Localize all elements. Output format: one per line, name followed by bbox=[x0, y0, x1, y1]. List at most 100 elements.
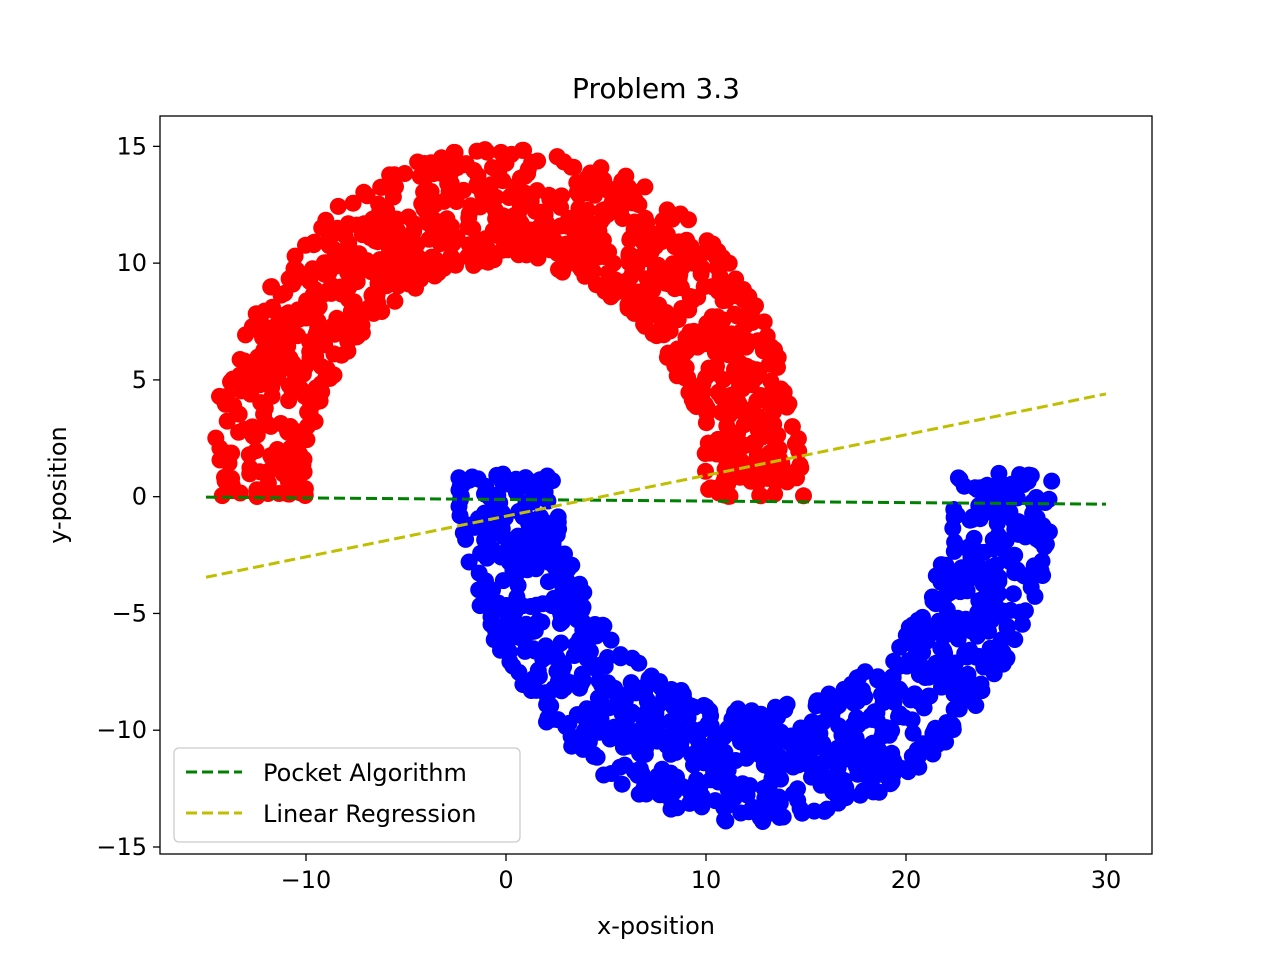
scatter-point bbox=[769, 708, 787, 726]
scatter-point bbox=[753, 428, 771, 446]
scatter-point bbox=[706, 792, 724, 810]
series-line-pocket-algorithm bbox=[205, 495, 1107, 506]
scatter-point bbox=[381, 166, 399, 184]
scatter-point bbox=[433, 149, 450, 167]
scatter-point bbox=[571, 679, 589, 697]
scatter-point bbox=[890, 708, 907, 726]
scatter-point bbox=[944, 519, 962, 537]
scatter-point bbox=[662, 745, 680, 763]
scatter-point bbox=[778, 695, 796, 713]
scatter-point bbox=[292, 380, 310, 398]
scatter-point bbox=[251, 376, 269, 394]
scatter-point bbox=[733, 713, 751, 731]
scatter-point bbox=[606, 718, 623, 736]
scatter-point bbox=[306, 308, 324, 326]
scatter-point bbox=[914, 608, 931, 626]
scatter-point bbox=[987, 586, 1005, 604]
scatter-point bbox=[653, 760, 671, 778]
scatter-point bbox=[958, 582, 976, 600]
scatter-point bbox=[403, 229, 421, 247]
scatter-point bbox=[383, 232, 401, 250]
scatter-point bbox=[476, 141, 494, 159]
scatter-point bbox=[503, 145, 520, 163]
scatter-point bbox=[635, 678, 653, 696]
scatter-point bbox=[663, 795, 681, 813]
scatter-point bbox=[375, 271, 393, 289]
scatter-point bbox=[680, 301, 698, 319]
scatter-point bbox=[741, 361, 759, 379]
scatter-point bbox=[343, 259, 361, 277]
scatter-point bbox=[804, 727, 822, 745]
scatter-point bbox=[230, 405, 248, 423]
scatter-point bbox=[734, 775, 752, 793]
scatter-point bbox=[296, 486, 314, 504]
scatter-point bbox=[683, 746, 701, 764]
scatter-point bbox=[344, 194, 362, 212]
scatter-point bbox=[854, 782, 872, 800]
scatter-point bbox=[652, 229, 670, 247]
scatter-point bbox=[459, 248, 477, 266]
legend-label: Pocket Algorithm bbox=[263, 759, 467, 787]
scatter-point bbox=[863, 710, 881, 728]
scatter-point bbox=[664, 351, 682, 369]
scatter-point bbox=[396, 165, 414, 182]
scatter-point bbox=[529, 242, 547, 260]
scatter-point bbox=[741, 461, 759, 479]
scatter-point bbox=[499, 241, 517, 259]
scatter-point bbox=[285, 422, 303, 440]
scatter-point bbox=[241, 465, 259, 483]
scatter-point bbox=[487, 210, 505, 228]
scatter-point bbox=[490, 594, 507, 612]
scatter-point bbox=[748, 735, 765, 753]
scatter-point bbox=[923, 588, 941, 606]
scatter-point bbox=[969, 481, 987, 499]
scatter-point bbox=[699, 434, 717, 452]
scatter-point bbox=[760, 355, 778, 373]
scatter-point bbox=[399, 208, 417, 226]
points-layer bbox=[207, 141, 1061, 830]
scatter-point bbox=[647, 306, 665, 324]
scatter-point bbox=[617, 167, 635, 185]
scatter-point bbox=[835, 771, 853, 789]
scatter-point bbox=[567, 243, 585, 261]
legend: Pocket Algorithm Linear Regression bbox=[173, 747, 521, 843]
scatter-point bbox=[279, 485, 297, 503]
scatter-point bbox=[634, 233, 652, 251]
scatter-point bbox=[548, 148, 566, 166]
scatter-point bbox=[892, 682, 909, 700]
scatter-point bbox=[635, 780, 653, 797]
scatter-point bbox=[513, 540, 531, 558]
scatter-point bbox=[998, 618, 1016, 636]
y-tick-label: −5 bbox=[112, 599, 147, 627]
scatter-point bbox=[255, 464, 273, 482]
scatter-point bbox=[375, 205, 393, 223]
scatter-point bbox=[438, 210, 456, 228]
scatter-point bbox=[828, 739, 846, 757]
scatter-point bbox=[237, 326, 254, 344]
x-tick-label: −10 bbox=[281, 866, 332, 894]
x-tick-label: 10 bbox=[691, 866, 722, 894]
scatter-point bbox=[241, 360, 259, 378]
scatter-point bbox=[827, 785, 845, 803]
legend-label: Linear Regression bbox=[263, 800, 477, 828]
scatter-point bbox=[990, 568, 1008, 586]
scatter-point bbox=[605, 275, 623, 293]
scatter-point bbox=[459, 218, 477, 236]
scatter-point bbox=[946, 533, 964, 551]
scatter-point bbox=[318, 360, 336, 378]
scatter-point bbox=[311, 392, 329, 410]
scatter-point bbox=[731, 324, 749, 341]
scatter-point bbox=[1015, 567, 1033, 585]
scatter-point bbox=[552, 634, 570, 652]
scatter-point bbox=[805, 802, 823, 820]
scatter-point bbox=[670, 276, 688, 294]
scatter-point bbox=[745, 713, 763, 730]
scatter-point bbox=[899, 763, 917, 781]
scatter-point bbox=[724, 367, 742, 385]
scatter-point bbox=[779, 750, 797, 768]
scatter-point bbox=[975, 658, 993, 676]
scatter-point bbox=[689, 731, 707, 749]
scatter-point bbox=[267, 454, 285, 472]
scatter-point bbox=[611, 758, 629, 776]
